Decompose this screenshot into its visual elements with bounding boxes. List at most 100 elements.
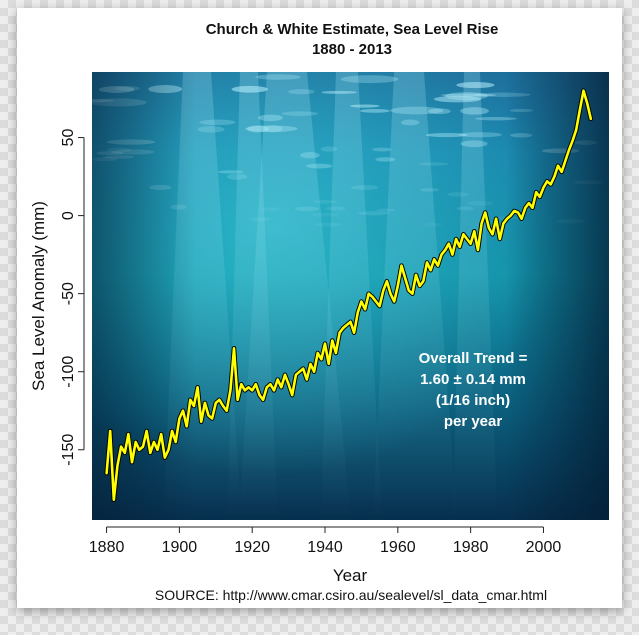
data-point (586, 102, 588, 104)
data-point (553, 175, 556, 178)
data-point (327, 363, 330, 365)
chart-card: Church & White Estimate, Sea Level Rise … (17, 8, 622, 608)
data-point (422, 280, 425, 283)
data-point (185, 425, 188, 428)
data-point (149, 452, 152, 454)
data-point (539, 196, 541, 198)
data-point (255, 383, 257, 386)
data-point (582, 89, 585, 92)
data-point (462, 233, 465, 236)
data-point (316, 352, 319, 354)
data-point (225, 409, 228, 412)
data-point (437, 264, 439, 267)
data-point (480, 222, 483, 225)
data-point (200, 420, 202, 423)
data-point (509, 214, 512, 217)
data-point (298, 370, 301, 373)
data-point (346, 324, 348, 326)
data-point (109, 430, 111, 432)
data-point (331, 339, 334, 342)
data-point (499, 238, 501, 240)
data-point (196, 386, 199, 389)
data-point (502, 222, 505, 225)
data-point (411, 292, 414, 295)
data-point (160, 433, 162, 435)
data-point (189, 399, 192, 401)
data-point (528, 202, 530, 204)
data-point (211, 417, 213, 420)
data-point (455, 238, 457, 240)
data-point (451, 253, 454, 256)
data-point (134, 441, 137, 443)
data-point (324, 342, 326, 345)
y-tick-label: -150 (60, 434, 77, 466)
data-point (364, 308, 366, 311)
data-point (546, 180, 548, 183)
data-point (247, 386, 250, 389)
data-point (204, 402, 206, 404)
data-point (382, 289, 385, 292)
data-point (309, 363, 312, 365)
x-tick-label: 1900 (162, 539, 198, 556)
data-point (579, 108, 581, 111)
data-point (120, 445, 122, 448)
data-point (218, 399, 221, 401)
data-point (378, 305, 381, 307)
data-point (426, 261, 428, 264)
data-point (590, 118, 592, 120)
data-point (302, 367, 305, 370)
data-point (389, 292, 392, 295)
data-point (535, 191, 537, 193)
data-point (156, 449, 159, 451)
data-point (353, 331, 355, 334)
data-point (444, 249, 447, 251)
data-point (448, 242, 450, 245)
annotation-line: 1.60 ± 0.14 mm (420, 371, 526, 388)
x-axis-label: Year (333, 566, 368, 585)
data-point (568, 149, 570, 151)
x-axis: 1880 1900 1920 1940 1960 1980 2000 (89, 526, 561, 556)
data-point (342, 327, 345, 329)
series-sea-level (104, 88, 594, 502)
x-tick-label: 1980 (453, 539, 489, 556)
y-tick-label: 0 (60, 211, 77, 220)
trend-annotation: Overall Trend = 1.60 ± 0.14 mm (1/16 inc… (419, 350, 528, 430)
source-citation: SOURCE: http://www.cmar.csiro.au/sealeve… (155, 587, 547, 603)
data-point (269, 383, 272, 386)
data-point (524, 207, 527, 209)
data-point (531, 207, 534, 209)
data-point (429, 269, 432, 272)
data-point (495, 217, 497, 220)
data-point (338, 331, 341, 334)
y-tick-label: 50 (60, 129, 77, 147)
data-point (182, 409, 184, 412)
data-point (557, 164, 559, 167)
data-point (273, 389, 275, 392)
data-point (371, 296, 374, 298)
data-point (178, 417, 181, 420)
data-point (138, 449, 141, 451)
data-point (408, 289, 410, 292)
data-point (549, 183, 552, 186)
data-point (571, 139, 574, 142)
data-point (335, 352, 337, 354)
data-point (167, 449, 170, 451)
data-point (105, 472, 108, 475)
data-point (229, 389, 232, 392)
data-point (244, 389, 246, 392)
data-point (145, 430, 148, 432)
data-point (127, 433, 130, 435)
data-point (193, 405, 195, 407)
data-point (295, 374, 297, 376)
data-point (484, 211, 487, 214)
data-point (236, 399, 239, 401)
data-point (477, 249, 479, 251)
data-point (433, 258, 436, 261)
data-point (258, 394, 261, 396)
x-tick-label: 1960 (380, 539, 416, 556)
data-point (564, 160, 567, 162)
data-point (575, 129, 577, 131)
data-point (142, 445, 144, 448)
data-point (233, 347, 235, 350)
x-tick-label: 1880 (89, 539, 125, 556)
